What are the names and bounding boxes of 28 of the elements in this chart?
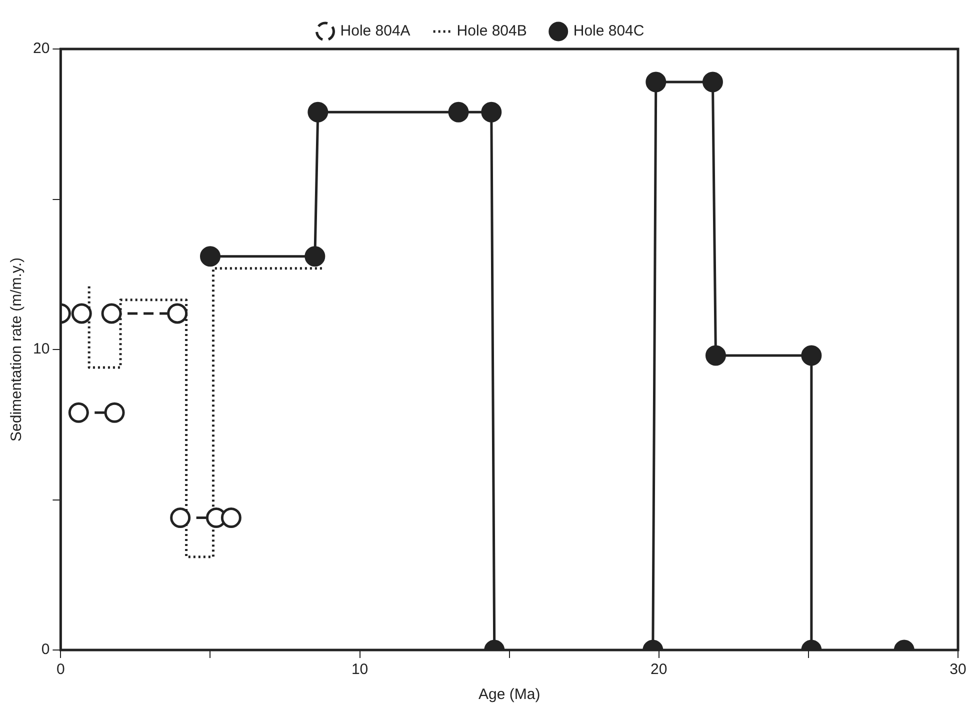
x-axis-title: Age (Ma) (478, 686, 540, 704)
point (801, 345, 822, 366)
x-tick-label: 0 (56, 661, 65, 678)
point (170, 508, 191, 528)
point (702, 72, 723, 92)
point (481, 102, 502, 122)
y-axis-title: Sedimentation rate (m/m.y.) (8, 258, 26, 442)
x-tick-label: 30 (950, 661, 966, 678)
y-tick-label: 10 (32, 340, 50, 358)
point (101, 303, 122, 324)
y-tick-label: 0 (41, 641, 50, 658)
point (646, 72, 666, 92)
point (167, 303, 188, 324)
y-tick-label: 20 (32, 40, 50, 58)
x-tick-label: 10 (351, 661, 368, 678)
point (448, 102, 469, 122)
legend-label: Hole 804A (340, 22, 410, 40)
legend-label: Hole 804B (456, 22, 527, 40)
point (705, 345, 726, 366)
point (220, 508, 242, 528)
point (68, 402, 89, 423)
point (71, 303, 92, 324)
x-tick-label: 20 (650, 661, 668, 678)
point (200, 246, 220, 267)
point (104, 402, 125, 423)
point (304, 246, 326, 267)
point (308, 102, 328, 122)
legend-label: Hole 804C (573, 22, 644, 40)
